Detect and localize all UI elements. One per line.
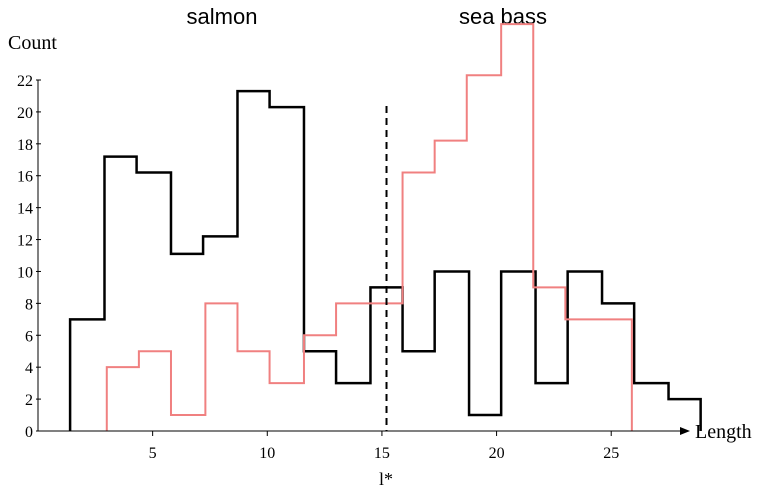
sea-bass-bar-6 — [304, 335, 336, 431]
y-axis-ticks-layer: 0 2 4 6 8 10 12 14 16 18 20 22 — [17, 73, 41, 441]
sea-bass-bar-13 — [533, 287, 565, 431]
y-tick-label: 2 — [25, 392, 33, 409]
sea-bass-bar-12 — [501, 24, 533, 431]
salmon-bar-3 — [171, 254, 203, 431]
salmon-bar-18 — [669, 399, 701, 431]
y-tick-label: 12 — [17, 233, 33, 250]
salmon-bar-0 — [70, 319, 104, 431]
y-tick-label: 8 — [25, 296, 33, 313]
series-label-salmon: salmon — [187, 4, 258, 29]
x-tick-label: 5 — [149, 445, 157, 462]
y-tick-label: 22 — [17, 73, 33, 90]
sea-bass-bar-7 — [336, 303, 368, 431]
x-tick-label: 20 — [489, 445, 505, 462]
y-tick-label: 10 — [17, 264, 33, 281]
y-tick-label: 6 — [25, 328, 33, 345]
sea-bass-bar-4 — [237, 351, 269, 431]
sea-bass-bar-9 — [403, 173, 435, 431]
y-axis-label: Count — [8, 32, 57, 54]
x-axis-arrowhead-icon — [680, 427, 690, 435]
x-axis-ticks-layer: 5 10 15 20 25 — [149, 431, 619, 462]
threshold-label: l* — [379, 469, 393, 489]
sea-bass-histogram-series — [105, 23, 633, 431]
sea-bass-bar-15 — [600, 319, 632, 431]
y-tick-label: 0 — [25, 424, 33, 441]
sea-bass-bar-2 — [171, 415, 205, 431]
sea-bass-bar-14 — [565, 319, 599, 431]
x-tick-label: 10 — [259, 445, 275, 462]
x-axis-label: Length — [695, 421, 752, 443]
sea-bass-bar-3 — [205, 303, 237, 431]
sea-bass-bar-0 — [107, 367, 139, 431]
x-tick-label: 15 — [374, 445, 390, 462]
y-tick-label: 20 — [17, 105, 33, 122]
y-tick-label: 14 — [17, 201, 33, 218]
y-tick-label: 18 — [17, 137, 33, 154]
sea-bass-bar-10 — [435, 141, 467, 431]
x-tick-label: 25 — [603, 445, 619, 462]
y-tick-label: 16 — [17, 169, 33, 186]
sea-bass-bar-8 — [368, 303, 402, 431]
y-tick-label: 4 — [25, 360, 33, 377]
salmon-bar-17 — [634, 383, 668, 431]
sea-bass-bar-5 — [270, 383, 304, 431]
axes-layer — [37, 80, 690, 435]
sea-bass-bar-1 — [139, 351, 171, 431]
bars-layer — [68, 23, 702, 431]
sea-bass-bar-11 — [467, 75, 501, 431]
